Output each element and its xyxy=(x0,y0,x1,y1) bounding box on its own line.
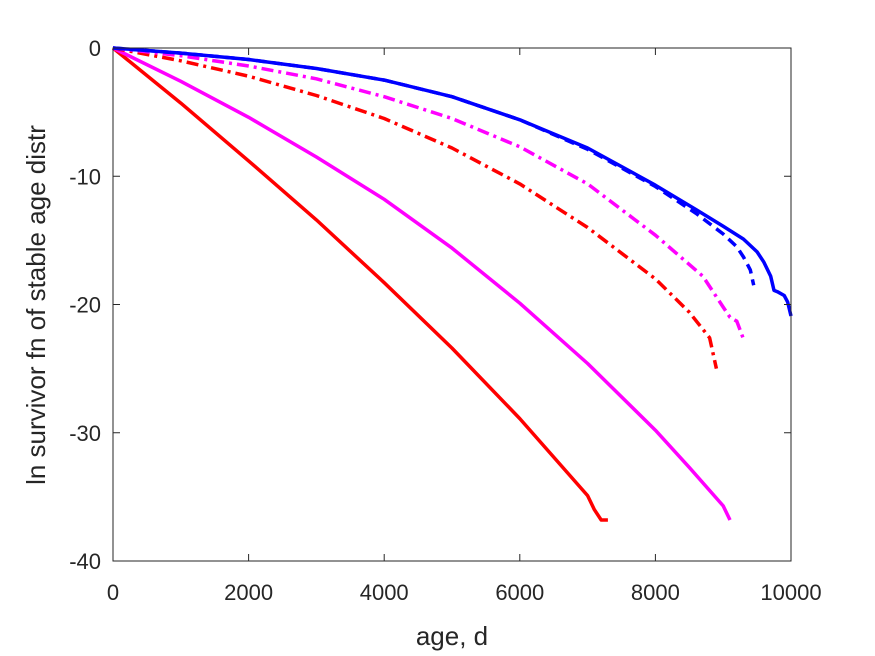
y-tick-label: -40 xyxy=(69,549,101,574)
x-tick-label: 6000 xyxy=(495,580,544,605)
x-tick-label: 4000 xyxy=(360,580,409,605)
x-tick-label: 0 xyxy=(107,580,119,605)
y-tick-label: -10 xyxy=(69,164,101,189)
x-tick-label: 8000 xyxy=(631,580,680,605)
x-tick-label: 10000 xyxy=(760,580,821,605)
series-line-4 xyxy=(112,46,746,340)
y-axis-label: ln survivor fn of stable age distr xyxy=(21,125,51,485)
series-layer xyxy=(111,46,793,522)
series-line-2 xyxy=(112,46,732,521)
x-tick-label: 2000 xyxy=(224,580,273,605)
tick-layer: 0 2000 4000 6000 8000 10000 0 -10 -20 -30 -40 xyxy=(69,36,821,605)
y-tick-label: -20 xyxy=(69,293,101,318)
series-line-1 xyxy=(111,46,608,522)
series-line-6 xyxy=(112,46,793,317)
plot-area xyxy=(113,48,791,561)
x-axis-label: age, d xyxy=(416,621,488,651)
y-tick-label: -30 xyxy=(69,421,101,446)
series-line-3 xyxy=(112,46,719,369)
y-tick-label: 0 xyxy=(89,36,101,61)
